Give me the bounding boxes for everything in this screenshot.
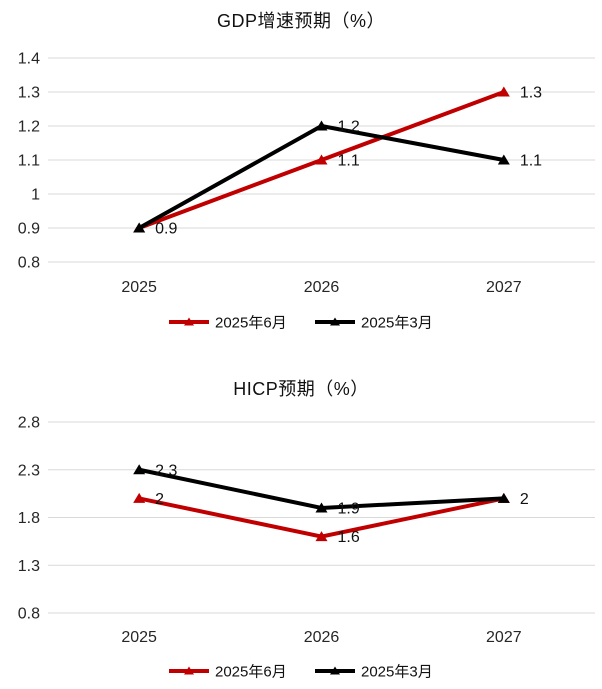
hicp-chart-canvas: 2.8 2.3 1.8 1.3 0.8 2025 2026 2027 2 1.6 2.3 1.9 2 20… [18, 415, 595, 681]
x-axis-label: 2026 [304, 629, 340, 646]
data-point-label: 1.6 [338, 529, 360, 546]
data-point-label: 1.9 [338, 500, 360, 517]
data-point-marker [497, 492, 510, 503]
legend-label: 2025年6月 [215, 315, 287, 332]
x-axis-label: 2027 [486, 629, 522, 646]
data-point-marker [133, 222, 146, 233]
data-point-label: 0.9 [155, 221, 177, 238]
y-axis-tick-label: 0.8 [18, 255, 40, 272]
y-axis-tick-label: 2.3 [18, 462, 40, 479]
legend-label: 2025年3月 [361, 664, 433, 681]
data-point-marker [497, 154, 510, 165]
data-point-marker [315, 531, 328, 542]
gdp-growth-forecast-chart: GDP增速预期（%） 1.4 1.3 1.2 1.1 1 0.9 0.8 2025 2026 20… [18, 11, 595, 332]
y-axis-tick-label: 1 [31, 187, 40, 204]
legend-swatch-marker [330, 317, 340, 326]
data-point-marker [133, 492, 146, 503]
data-point-marker [315, 154, 328, 165]
y-axis-tick-label: 2.8 [18, 415, 40, 432]
legend-label: 2025年6月 [215, 664, 287, 681]
legend-label: 2025年3月 [361, 315, 433, 332]
chart-title: HICP预期（%） [233, 379, 369, 399]
legend-swatch-marker [184, 317, 194, 326]
series-line-1 [138, 123, 505, 230]
data-point-label: 1.1 [338, 153, 360, 170]
data-point-label: 1.3 [520, 85, 542, 102]
x-axis-label: 2025 [121, 279, 157, 296]
y-axis-tick-label: 0.8 [18, 606, 40, 623]
legend-swatch-marker [184, 666, 194, 675]
y-axis-tick-label: 1.1 [18, 153, 40, 170]
y-axis-tick-label: 1.8 [18, 510, 40, 527]
y-axis-tick-label: 1.3 [18, 558, 40, 575]
data-point-marker [133, 464, 146, 475]
y-axis-tick-label: 1.4 [18, 51, 40, 68]
data-point-label: 1.2 [338, 119, 360, 136]
data-point-label: 2 [155, 491, 164, 508]
legend-swatch-marker [330, 666, 340, 675]
data-point-marker [315, 502, 328, 513]
y-axis-tick-label: 1.2 [18, 119, 40, 136]
data-point-label: 2 [520, 491, 529, 508]
series-line-1 [138, 467, 504, 510]
y-axis-tick-label: 0.9 [18, 221, 40, 238]
data-point-label: 1.1 [520, 153, 542, 170]
data-point-marker [315, 120, 328, 131]
x-axis-label: 2025 [121, 629, 157, 646]
gdp-chart-canvas: 1.4 1.3 1.2 1.1 1 0.9 0.8 2025 2026 2027 0.9 1.1 1.3… [18, 51, 595, 332]
x-axis-label: 2026 [304, 279, 340, 296]
data-point-marker [497, 86, 510, 97]
x-axis-label: 2027 [486, 279, 522, 296]
data-point-label: 2.3 [155, 462, 177, 479]
hicp-forecast-chart: HICP预期（%） 2.8 2.3 1.8 1.3 0.8 2025 2026 2027 2 1.… [0, 345, 602, 689]
y-axis-tick-label: 1.3 [18, 85, 40, 102]
chart-title: GDP增速预期（%） [216, 11, 385, 31]
